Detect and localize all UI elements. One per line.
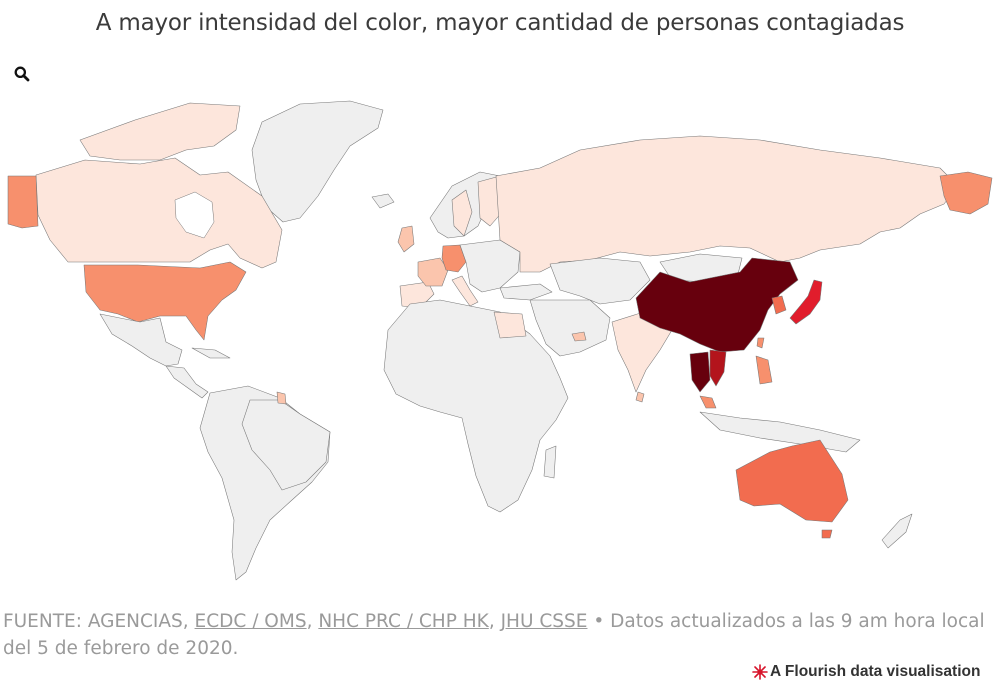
country-italy[interactable]	[451, 275, 479, 307]
source-bullet: •	[587, 611, 611, 632]
country-russia[interactable]	[495, 135, 959, 273]
country-australia[interactable]	[735, 439, 849, 523]
source-link-jhu[interactable]: JHU CSSE	[500, 611, 588, 632]
country-turkey[interactable]	[499, 283, 553, 301]
country-south-korea[interactable]	[771, 295, 787, 315]
country-usa-alaska[interactable]	[7, 175, 39, 229]
country-taiwan[interactable]	[756, 337, 765, 349]
country-madagascar[interactable]	[543, 445, 557, 479]
flourish-logo-icon	[752, 664, 768, 680]
country-usa[interactable]	[83, 261, 247, 341]
country-french-guiana[interactable]	[276, 391, 287, 405]
country-brazil[interactable]	[241, 399, 331, 491]
country-indonesia[interactable]	[699, 411, 861, 453]
country-uk[interactable]	[397, 225, 415, 253]
country-africa[interactable]	[383, 299, 569, 513]
country-eastern-europe[interactable]	[459, 239, 521, 293]
country-philippines[interactable]	[755, 355, 773, 385]
source-link-ecdc[interactable]: ECDC / OMS	[194, 611, 307, 632]
source-link-nhc[interactable]: NHC PRC / CHP HK	[318, 611, 489, 632]
country-china[interactable]	[635, 257, 799, 353]
country-france[interactable]	[417, 257, 449, 287]
country-central-asia[interactable]	[549, 257, 651, 305]
source-separator: ,	[306, 611, 319, 632]
source-separator: ,	[488, 611, 501, 632]
country-sweden[interactable]	[451, 189, 473, 237]
country-vietnam[interactable]	[709, 349, 727, 387]
search-icon	[14, 66, 30, 82]
update-note: Datos actualizados a las 9 am hora local…	[3, 611, 985, 659]
map-title: A mayor intensidad del color, mayor cant…	[95, 10, 905, 36]
source-prefix: FUENTE: AGENCIAS,	[3, 611, 195, 632]
country-uae[interactable]	[571, 331, 587, 342]
country-new-zealand[interactable]	[881, 513, 913, 549]
country-greenland[interactable]	[251, 100, 384, 223]
country-thailand[interactable]	[689, 351, 711, 393]
country-egypt[interactable]	[493, 311, 527, 339]
country-japan[interactable]	[789, 279, 823, 325]
country-canada-islands[interactable]	[79, 102, 241, 161]
country-mexico[interactable]	[99, 313, 183, 367]
source-note: FUENTE: AGENCIAS, ECDC / OMS, NHC PRC / …	[3, 608, 998, 662]
country-canada[interactable]	[35, 157, 283, 269]
country-middle-east[interactable]	[529, 299, 611, 357]
country-cuba[interactable]	[191, 347, 231, 359]
country-central-america[interactable]	[165, 365, 209, 399]
country-tasmania[interactable]	[821, 529, 833, 539]
country-sri-lanka[interactable]	[635, 391, 645, 403]
flourish-credit-link[interactable]: A Flourish data visualisation	[752, 663, 1000, 687]
country-russia-far-east[interactable]	[939, 171, 993, 215]
flourish-credit-text: A Flourish data visualisation	[770, 663, 981, 680]
country-malaysia[interactable]	[699, 395, 717, 409]
country-iceland[interactable]	[371, 193, 395, 209]
world-map	[7, 100, 993, 581]
search-button[interactable]	[8, 62, 32, 84]
